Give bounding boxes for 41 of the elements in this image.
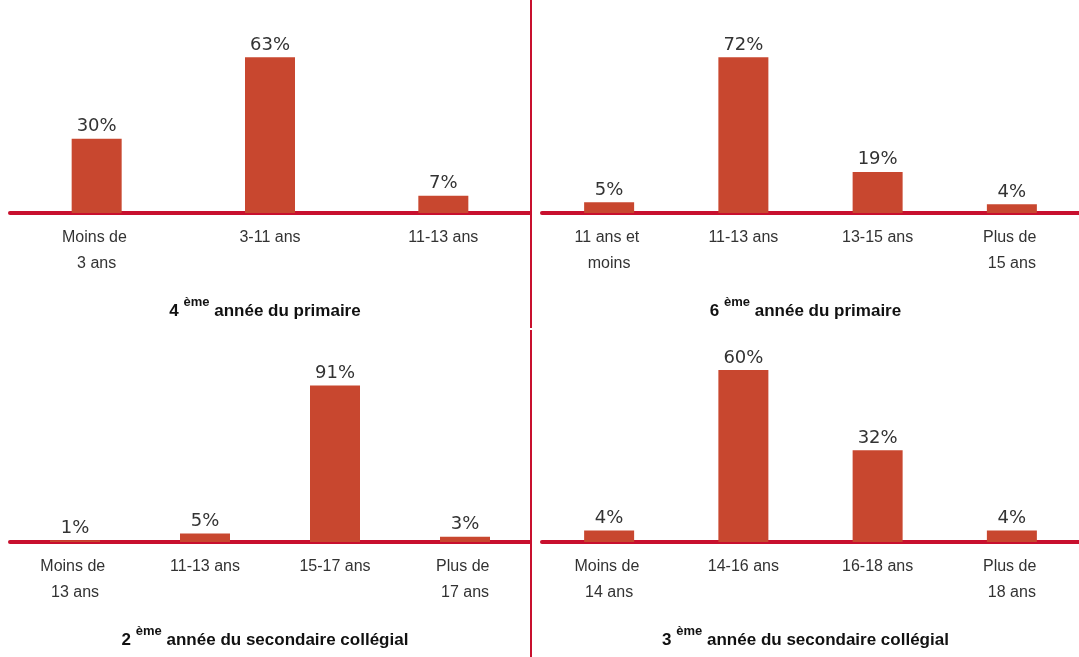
x-tick-label: 15-17 ans — [299, 556, 371, 574]
bar — [180, 533, 230, 542]
data-label: 60% — [723, 345, 764, 367]
data-label: 3% — [450, 512, 480, 534]
bar — [986, 204, 1037, 213]
x-tick-label: Plus de 18 ans — [982, 556, 1041, 600]
x-tick-label: 11-13 ans — [708, 227, 779, 245]
data-label: 30% — [76, 114, 117, 136]
bar — [852, 171, 903, 213]
x-tick-label: Plus de 17 ans — [436, 556, 494, 600]
x-tick-label: Moins de 13 ans — [40, 556, 110, 600]
text: 3 ème année du secondaire collégial — [662, 623, 949, 649]
data-label: 32% — [857, 425, 898, 447]
x-tick-label: 14-16 ans — [707, 556, 779, 574]
data-label: 4% — [594, 506, 624, 528]
bar — [440, 536, 490, 542]
text: 4 ème année du primaire — [169, 294, 361, 320]
data-label: 63% — [249, 32, 291, 54]
data-label: 5% — [190, 508, 220, 530]
data-label: 4% — [997, 506, 1027, 528]
x-tick-label: 11-13 ans — [408, 227, 479, 245]
x-tick-label: 13-15 ans — [842, 227, 914, 245]
x-tick-label: Moins de 14 ans — [574, 556, 644, 600]
data-label: 4% — [997, 179, 1027, 201]
x-tick-label: 16-18 ans — [842, 556, 914, 574]
x-tick-label: Moins de 3 ans — [61, 227, 132, 271]
x-tick-label: Plus de 15 ans — [982, 227, 1041, 271]
x-tick-label: 11-13 ans — [170, 556, 240, 574]
bar — [310, 385, 360, 542]
x-tick-label: 11 ans et moins — [574, 227, 644, 271]
text: 2 ème année du secondaire collégial — [121, 623, 409, 649]
data-label: 91% — [314, 360, 356, 382]
data-label: 72% — [723, 32, 764, 54]
data-label: 5% — [594, 177, 624, 199]
bar — [718, 57, 769, 213]
text: 6 ème année du primaire — [709, 294, 902, 320]
data-label: 7% — [429, 171, 458, 193]
bar — [584, 202, 635, 213]
data-label: 1% — [60, 515, 90, 537]
x-tick-label: 3-11 ans — [239, 227, 301, 245]
data-label: 19% — [857, 147, 898, 169]
